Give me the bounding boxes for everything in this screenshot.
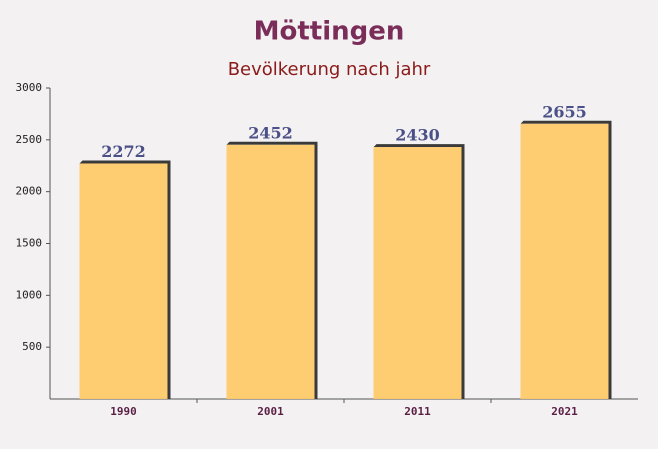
x-tick-label: 1990 [110,405,137,418]
bar [226,144,315,399]
x-tick-label: 2011 [404,405,431,418]
value-label: 2655 [542,102,587,121]
x-tick-label: 2021 [551,405,578,418]
bar [79,163,168,399]
y-tick-label: 2000 [16,185,43,198]
y-tick-label: 1500 [16,237,43,250]
value-label: 2452 [248,123,293,142]
y-tick-label: 3000 [16,81,43,94]
x-tick-label: 2001 [257,405,284,418]
chart-subtitle: Bevölkerung nach jahr [228,59,431,80]
y-tick-label: 2500 [16,133,43,146]
value-label: 2272 [101,142,146,161]
bar [520,123,609,399]
y-tick-label: 500 [22,340,42,353]
y-tick-label: 1000 [16,288,43,301]
value-label: 2430 [395,126,440,145]
chart-title: Möttingen [254,17,405,47]
bar [373,147,462,399]
